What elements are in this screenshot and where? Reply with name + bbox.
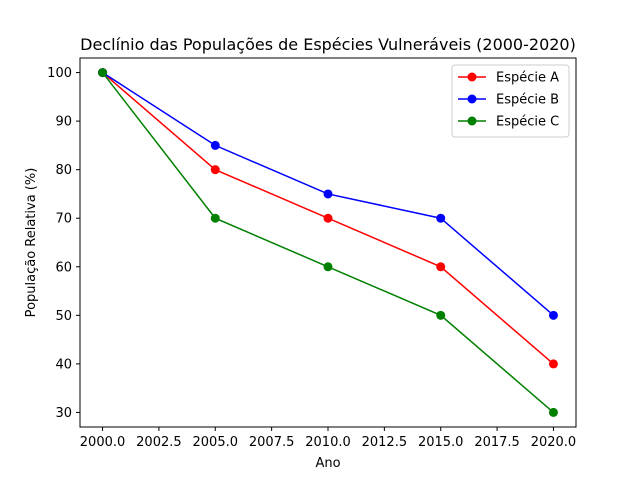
x-tick-label: 2012.5: [362, 435, 408, 450]
legend: Espécie A Espécie B Espécie C: [451, 64, 570, 138]
data-point-especie-b: [323, 189, 333, 199]
x-tick-label: 2010.0: [305, 435, 351, 450]
y-tick-label: 100: [47, 66, 72, 81]
legend-marker: [467, 72, 477, 82]
data-point-especie-a: [323, 213, 333, 223]
legend-label: Espécie C: [496, 115, 559, 130]
x-axis-label: Ano: [315, 456, 340, 471]
x-axis: 2000.0 2002.5 2005.0 2007.5 2010.0 2012.5 2015…: [80, 427, 576, 450]
data-point-especie-c: [548, 407, 558, 417]
data-point-especie-b: [210, 140, 220, 150]
legend-marker: [467, 94, 477, 104]
plot-area: [98, 68, 558, 417]
data-point-especie-b: [548, 310, 558, 320]
y-tick-label: 80: [55, 163, 72, 178]
x-tick-label: 2017.5: [474, 435, 520, 450]
x-tick-label: 2005.0: [193, 435, 239, 450]
x-tick-label: 2020.0: [531, 435, 577, 450]
y-tick-label: 70: [55, 212, 72, 227]
data-point-especie-a: [436, 262, 446, 272]
legend-box: [451, 64, 570, 138]
data-point-especie-a: [548, 359, 558, 369]
x-tick-label: 2000.0: [80, 435, 126, 450]
x-tick-label: 2002.5: [136, 435, 182, 450]
y-tick-label: 90: [55, 115, 72, 130]
data-point-especie-c: [436, 310, 446, 320]
legend-marker: [467, 116, 477, 126]
x-tick-label: 2015.0: [418, 435, 464, 450]
y-tick-label: 60: [55, 260, 72, 275]
legend-label: Espécie A: [496, 71, 559, 86]
chart-title: Declínio das Populações de Espécies Vuln…: [80, 35, 576, 54]
y-tick-label: 50: [55, 309, 72, 324]
y-tick-label: 40: [55, 357, 72, 372]
data-point-especie-c: [210, 213, 220, 223]
legend-label: Espécie B: [496, 93, 559, 108]
data-point-especie-a: [210, 165, 220, 175]
data-point-especie-c: [323, 262, 333, 272]
x-tick-label: 2007.5: [249, 435, 295, 450]
data-point-especie-b: [436, 213, 446, 223]
y-axis: 30 40 50 60 70 80 90 100: [47, 66, 80, 421]
y-axis-label: População Relativa (%): [24, 168, 39, 318]
y-tick-label: 30: [55, 406, 72, 421]
data-point-especie-c: [98, 68, 108, 78]
